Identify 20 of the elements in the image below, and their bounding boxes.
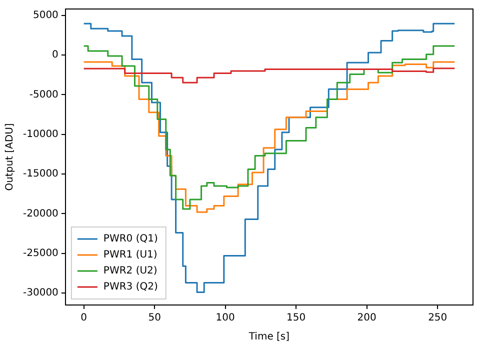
x-tick-label: 50 xyxy=(148,312,161,324)
y-tick-label: 0 xyxy=(52,50,58,61)
y-tick-label: -20000 xyxy=(23,208,58,220)
y-tick-label: -5000 xyxy=(29,89,58,100)
legend-label: PWR3 (Q2) xyxy=(103,282,158,293)
y-axis-title: Output [ADU] xyxy=(4,123,16,191)
legend-label: PWR1 (U1) xyxy=(103,250,158,261)
y-tick-label: 5000 xyxy=(32,10,58,21)
x-tick-label: 100 xyxy=(216,312,235,324)
x-tick-label: 250 xyxy=(428,312,448,324)
x-tick-label: 150 xyxy=(286,312,306,324)
legend-label: PWR2 (U2) xyxy=(103,266,158,277)
y-tick-label: -15000 xyxy=(23,168,58,180)
x-axis-title: Time [s] xyxy=(248,332,290,343)
y-tick-label: -30000 xyxy=(23,288,58,299)
y-tick-label: -10000 xyxy=(23,128,58,140)
x-tick-label: 200 xyxy=(357,312,376,324)
x-tick-label: 0 xyxy=(80,312,88,324)
legend-label: PWR0 (Q1) xyxy=(103,234,158,245)
y-tick-label: -25000 xyxy=(23,248,58,260)
